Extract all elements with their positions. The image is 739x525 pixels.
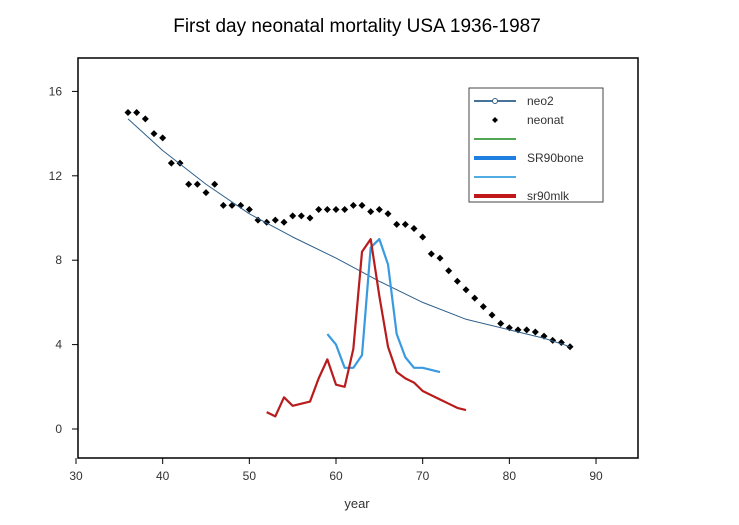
neonat-point — [159, 134, 167, 142]
y-tick-label: 4 — [55, 338, 62, 352]
neonat-point — [193, 180, 201, 188]
neonat-point — [445, 267, 453, 275]
x-tick-label: 90 — [589, 469, 603, 483]
y-tick-label: 8 — [55, 253, 62, 267]
neonat-point — [271, 216, 279, 224]
chart-title: First day neonatal mortality USA 1936-19… — [173, 16, 541, 37]
x-tick-label: 80 — [503, 469, 517, 483]
x-tick-label: 70 — [416, 469, 430, 483]
neonat-point — [479, 303, 487, 311]
neonat-point — [341, 206, 349, 214]
neonat-point — [323, 206, 331, 214]
x-tick-label: 40 — [156, 469, 170, 483]
neonat-point — [245, 206, 253, 214]
neonat-point — [471, 294, 479, 302]
neonat-point — [531, 328, 539, 336]
neonat-point — [401, 220, 409, 228]
neonat-point — [297, 212, 305, 220]
neonat-point — [211, 180, 219, 188]
legend-label: sr90mlk — [527, 189, 570, 203]
legend-box — [468, 87, 604, 203]
neonat-point — [410, 225, 418, 233]
neonat-point — [150, 130, 158, 138]
sr90bone-line — [326, 238, 441, 374]
neonat-point — [228, 201, 236, 209]
legend-label: neo2 — [527, 94, 554, 108]
neonat-point — [289, 212, 297, 220]
neonat-point — [306, 214, 314, 222]
neonat-point — [488, 311, 496, 319]
legend-label: neonat — [527, 113, 564, 127]
neonat-point — [280, 218, 288, 226]
neonat-point — [167, 159, 175, 167]
x-axis-label: year — [344, 496, 370, 511]
y-tick-label: 16 — [49, 84, 63, 98]
neonat-point — [141, 115, 149, 123]
neo2-line — [127, 118, 571, 348]
neonat-point — [349, 201, 357, 209]
legend: neo2 neonat SR90bone sr90mlk — [468, 87, 604, 203]
neonat-point — [462, 286, 470, 294]
neonat-point — [124, 109, 132, 116]
neonat-point — [332, 206, 340, 214]
neonat-point — [393, 220, 401, 228]
neonat-point — [185, 180, 193, 188]
neonat-point — [427, 250, 435, 258]
neonat-point — [384, 210, 392, 218]
y-tick-label: 0 — [55, 422, 62, 436]
legend-marker — [492, 98, 498, 104]
neonat-point — [419, 233, 427, 241]
neonat-point — [453, 277, 461, 285]
x-tick-label: 60 — [329, 469, 343, 483]
neonat-point — [254, 216, 262, 224]
x-tick-label: 50 — [243, 469, 257, 483]
neonat-point — [133, 109, 141, 116]
y-tick-label: 12 — [49, 169, 63, 183]
neonat-point — [358, 201, 366, 209]
legend-swatch — [492, 117, 498, 123]
neonat-point — [202, 189, 210, 197]
x-tick-label: 30 — [69, 469, 83, 483]
neonat-point — [315, 206, 323, 214]
neonat-point — [219, 201, 227, 209]
sr90mlk-line — [266, 238, 467, 418]
neonat-point — [497, 320, 505, 327]
legend-label: SR90bone — [527, 151, 584, 165]
neonat-point — [523, 326, 531, 334]
plot-area — [77, 57, 639, 459]
neonat-point — [367, 208, 375, 216]
neonat-point — [436, 254, 444, 262]
neonat-point — [375, 206, 383, 214]
